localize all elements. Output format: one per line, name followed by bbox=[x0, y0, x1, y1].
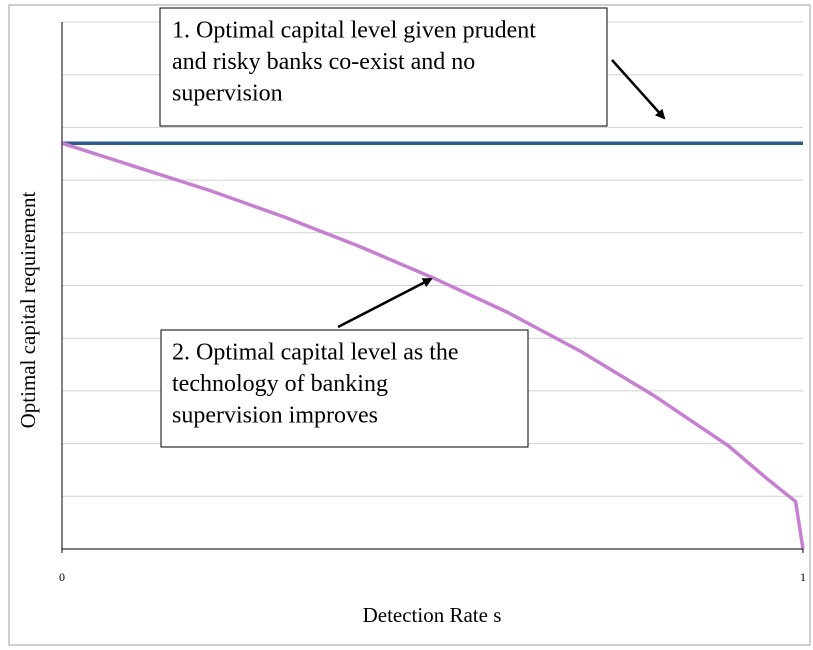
annotations: 1. Optimal capital level given prudent an… bbox=[172, 18, 536, 429]
plot bbox=[61, 141, 805, 550]
chart-frame bbox=[8, 4, 811, 646]
x-axis-label: Detection Rate s bbox=[363, 603, 502, 627]
annotation-arrow bbox=[337, 277, 433, 329]
annotation-box bbox=[160, 329, 529, 448]
annotation-text: supervision bbox=[172, 81, 283, 107]
x-tick-label: 1 bbox=[800, 570, 806, 584]
annotation-text: 2. Optimal capital level as the bbox=[172, 340, 459, 366]
annotation-text: 1. Optimal capital level given prudent bbox=[172, 18, 536, 44]
annotation-text: supervision improves bbox=[172, 403, 378, 429]
annotation-arrow bbox=[611, 59, 666, 120]
x-tick-label: 0 bbox=[59, 570, 65, 584]
y-axis-label: Optimal capital requirement bbox=[16, 191, 40, 428]
annotation-text: and risky banks co-exist and no bbox=[172, 49, 475, 75]
annotation-box bbox=[159, 7, 608, 127]
series-line bbox=[61, 141, 805, 550]
annotation-text: technology of banking bbox=[172, 371, 388, 397]
